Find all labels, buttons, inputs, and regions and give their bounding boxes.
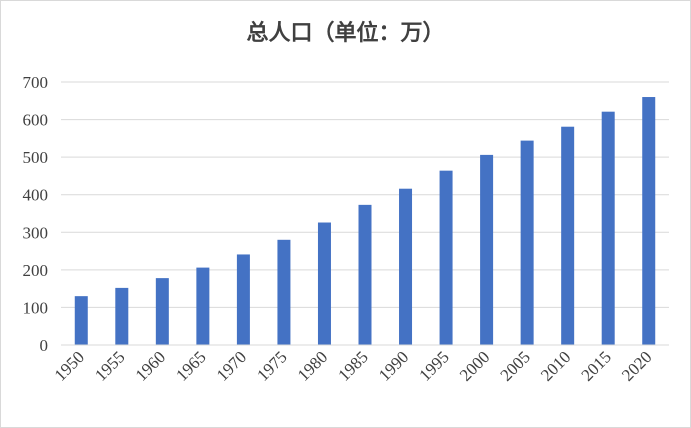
x-tick-label: 1995 bbox=[415, 347, 452, 384]
bar-2015 bbox=[601, 111, 615, 345]
x-tick-label: 1990 bbox=[375, 347, 412, 384]
bar-1980 bbox=[317, 222, 331, 345]
bar-1960 bbox=[155, 278, 169, 345]
bar-1950 bbox=[74, 296, 88, 345]
bar-1970 bbox=[236, 254, 250, 345]
y-axis-ticks: 0 100 200 300 400 500 600 700 bbox=[23, 73, 49, 355]
bar-2005 bbox=[520, 140, 534, 345]
y-tick-label: 300 bbox=[23, 223, 49, 242]
bars bbox=[74, 97, 656, 346]
x-tick-label: 1955 bbox=[91, 347, 128, 384]
bar-2010 bbox=[561, 126, 575, 346]
x-tick-label: 2015 bbox=[578, 347, 615, 384]
x-tick-label: 2020 bbox=[618, 347, 655, 384]
x-tick-label: 1980 bbox=[294, 347, 331, 384]
bar-1985 bbox=[358, 204, 372, 345]
y-tick-label: 400 bbox=[23, 186, 49, 205]
x-tick-label: 1950 bbox=[51, 347, 88, 384]
bar-2020 bbox=[642, 97, 656, 346]
y-tick-label: 200 bbox=[23, 261, 49, 280]
y-tick-label: 0 bbox=[40, 336, 49, 355]
bar-2000 bbox=[480, 154, 494, 345]
chart-title: 总人口（单位：万） bbox=[246, 20, 445, 46]
x-axis-ticks: 1950 1955 1960 1965 1970 1975 1980 1985 1990 1995… bbox=[51, 347, 656, 384]
x-tick-label: 1960 bbox=[132, 347, 169, 384]
bar-1975 bbox=[277, 239, 291, 345]
bar-1965 bbox=[196, 267, 210, 345]
x-tick-label: 1965 bbox=[172, 347, 209, 384]
y-tick-label: 500 bbox=[23, 148, 49, 167]
bar-1955 bbox=[115, 287, 129, 345]
x-tick-label: 2000 bbox=[456, 347, 493, 384]
bar-1990 bbox=[399, 188, 413, 345]
x-tick-label: 2005 bbox=[496, 347, 533, 384]
y-tick-label: 600 bbox=[23, 111, 49, 130]
x-tick-label: 1975 bbox=[253, 347, 290, 384]
x-tick-label: 1970 bbox=[213, 347, 250, 384]
x-tick-label: 2010 bbox=[537, 347, 574, 384]
x-tick-label: 1985 bbox=[334, 347, 371, 384]
y-tick-label: 700 bbox=[23, 73, 49, 92]
bar-1995 bbox=[439, 170, 453, 345]
y-tick-label: 100 bbox=[23, 298, 49, 317]
